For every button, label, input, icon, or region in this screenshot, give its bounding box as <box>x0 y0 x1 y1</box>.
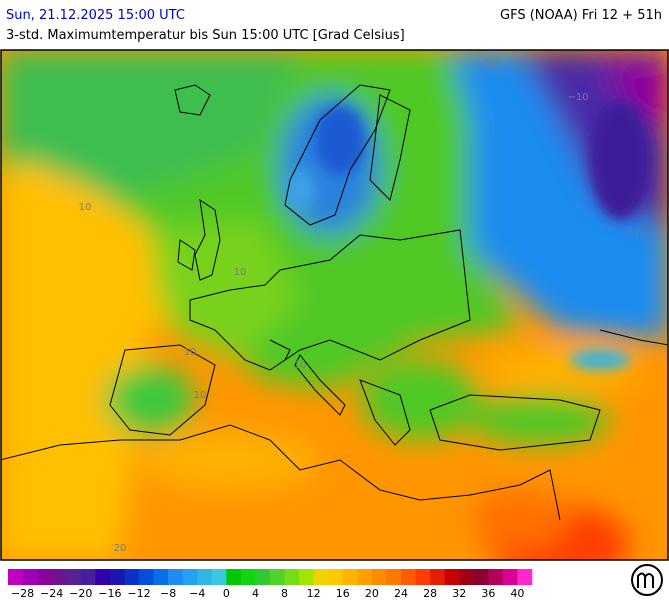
contour-label: −10 <box>625 228 646 239</box>
colorbar-segment <box>124 569 140 585</box>
colorbar-segment <box>197 569 213 585</box>
colorbar-segment <box>22 569 38 585</box>
colorbar-segment <box>270 569 285 585</box>
colorbar-tick-label: 24 <box>394 587 408 600</box>
colorbar-tick-label: −8 <box>160 587 176 600</box>
colorbar-tick-label: 28 <box>423 587 437 600</box>
colorbar-segment <box>517 569 533 585</box>
contour-label: 10 <box>184 347 197 358</box>
colorbar-tick-label: 40 <box>510 587 524 600</box>
model-run: GFS (NOAA) Fri 12 + 51h <box>500 8 662 23</box>
colorbar-segment <box>342 569 358 585</box>
colorbar-segment <box>328 569 344 585</box>
contour-label: 20 <box>114 543 127 554</box>
colorbar-segment <box>459 569 475 585</box>
colorbar-segment <box>240 569 256 585</box>
colorbar-segment <box>153 569 169 585</box>
logo <box>631 564 663 596</box>
colorbar-segment <box>430 569 445 585</box>
colorbar-segment <box>80 569 96 585</box>
coastlines <box>1 84 668 521</box>
colorbar-segment <box>299 569 314 585</box>
colorbar-segment <box>371 569 387 585</box>
colorbar-segment <box>255 569 271 585</box>
map-frame <box>0 49 669 561</box>
colorbar-segment <box>357 569 373 585</box>
colorbar-tick-label: 20 <box>365 587 379 600</box>
colorbar-segment <box>284 569 300 585</box>
colorbar-tick-label: −4 <box>189 587 205 600</box>
colorbar-segment <box>51 569 67 585</box>
colorbar-segment <box>8 569 23 585</box>
contour-label: 10 <box>294 360 307 371</box>
colorbar-segment <box>66 569 82 585</box>
valid-time: Sun, 21.12.2025 15:00 UTC <box>6 8 185 23</box>
colorbar-tick-label: 36 <box>481 587 495 600</box>
colorbar-tick-label: −20 <box>69 587 92 600</box>
colorbar-segment <box>502 569 518 585</box>
contour-label: 10 <box>234 267 247 278</box>
colorbar-segment <box>226 569 242 585</box>
colorbar-segment <box>37 569 52 585</box>
colorbar-tick-label: 0 <box>223 587 230 600</box>
colorbar-tick-label: 4 <box>252 587 259 600</box>
colorbar-tick-label: −28 <box>11 587 34 600</box>
colorbar-segment <box>139 569 154 585</box>
colorbar-segment <box>488 569 504 585</box>
colorbar-tick-label: −24 <box>40 587 63 600</box>
colorbar-segment <box>473 569 489 585</box>
colorbar-segment <box>182 569 198 585</box>
colorbar-segment <box>313 569 329 585</box>
colorbar-segment <box>168 569 183 585</box>
contour-label: −10 <box>567 92 588 103</box>
colorbar-tick-label: 12 <box>307 587 321 600</box>
colorbar-segment <box>95 569 111 585</box>
colorbar-tick-label: −16 <box>98 587 121 600</box>
contour-label: 10 <box>194 390 207 401</box>
colorbar-segment <box>401 569 416 585</box>
colorbar-tick-label: 8 <box>281 587 288 600</box>
colorbar-segment <box>211 569 227 585</box>
colorbar-segment <box>415 569 431 585</box>
temperature-field <box>1 50 668 560</box>
contour-label: −20 <box>477 59 498 70</box>
colorbar-segment <box>109 569 125 585</box>
subtitle: 3-std. Maximumtemperatur bis Sun 15:00 U… <box>6 28 405 43</box>
contour-label: 10 <box>79 202 92 213</box>
colorbar-segment <box>444 569 460 585</box>
colorbar-tick-label: −12 <box>127 587 150 600</box>
colorbar-tick-label: 16 <box>336 587 350 600</box>
colorbar-tick-label: 32 <box>452 587 466 600</box>
colorbar-segment <box>386 569 402 585</box>
